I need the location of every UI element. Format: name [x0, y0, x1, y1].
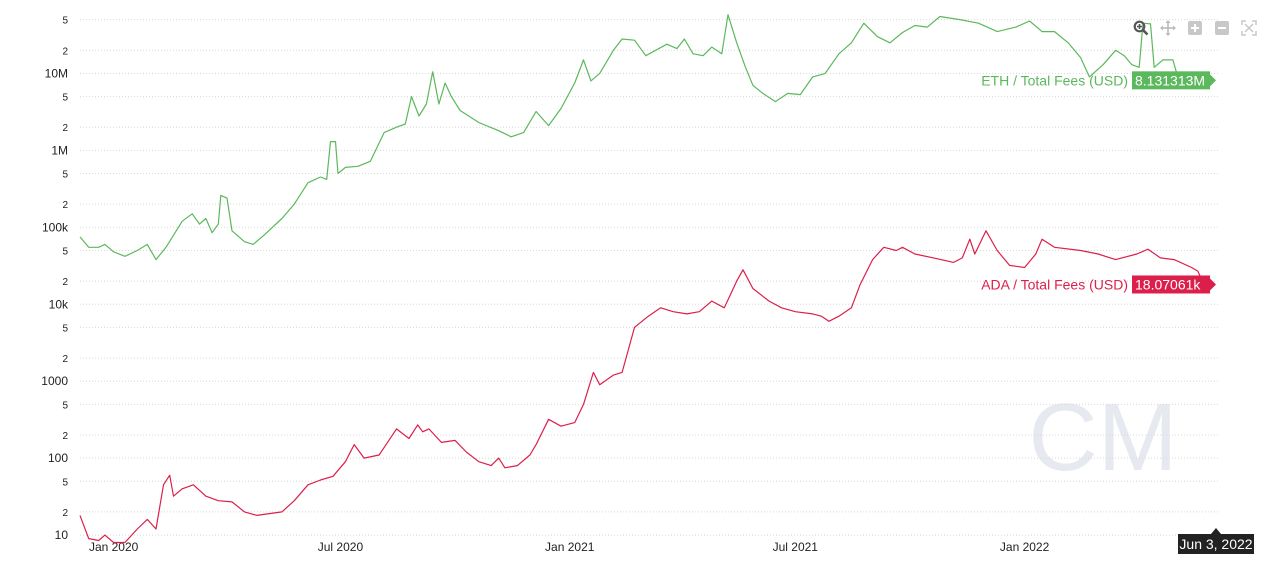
x-tick-label: Jan 2020 — [89, 540, 139, 554]
y-tick-label: 10M — [45, 66, 68, 80]
grid-lines — [80, 19, 1219, 536]
crosshair-date-badge: Jun 3, 2022 — [1178, 528, 1254, 554]
last-value-badge-pointer — [1210, 278, 1216, 291]
y-tick-label: 1M — [51, 143, 68, 157]
last-value-badge — [1132, 275, 1210, 294]
y-minor-tick-label: 2 — [62, 431, 68, 442]
series-name-label: ETH / Total Fees (USD) — [981, 72, 1128, 88]
chart-toolbar — [1132, 18, 1258, 38]
series-labels: 8.131313M ETH / Total Fees (USD) 18.07061k… — [981, 71, 1216, 294]
series-name-label: ADA / Total Fees (USD) — [981, 276, 1128, 292]
last-value-badge — [1132, 71, 1210, 90]
zoom-out-icon[interactable] — [1213, 19, 1231, 37]
y-minor-tick-label: 2 — [62, 354, 68, 365]
last-value-text: 8.131313M — [1135, 72, 1205, 88]
y-minor-tick-label: 5 — [62, 323, 68, 334]
y-minor-tick-label: 5 — [62, 170, 68, 181]
y-minor-tick-label: 2 — [62, 123, 68, 134]
pan-icon[interactable] — [1159, 19, 1177, 37]
y-minor-tick-label: 2 — [62, 508, 68, 519]
y-tick-label: 1000 — [41, 374, 68, 388]
zoom-icon[interactable] — [1132, 19, 1150, 37]
date-badge-text: Jun 3, 2022 — [1179, 536, 1252, 552]
x-tick-label: Jul 2020 — [318, 540, 364, 554]
last-value-text: 18.07061k — [1135, 276, 1201, 292]
y-minor-tick-label: 2 — [62, 200, 68, 211]
y-axis: 10 100 1000 10k 100k 1M 10M 2 5 2 5 2 5 2 5 2 5 2 5 2 5 — [41, 16, 69, 542]
y-minor-tick-label: 5 — [62, 477, 68, 488]
y-minor-tick-label: 5 — [62, 93, 68, 104]
watermark-text: CM — [1028, 384, 1177, 491]
series-lines — [79, 14, 1216, 544]
zoom-in-icon[interactable] — [1186, 19, 1204, 37]
y-minor-tick-label: 5 — [62, 16, 68, 27]
cm-watermark: CM — [1028, 384, 1177, 491]
last-value-badge-pointer — [1210, 74, 1216, 87]
date-badge-pointer — [1211, 528, 1221, 534]
y-tick-label: 10k — [49, 297, 69, 311]
series-line-ada — [79, 230, 1216, 544]
y-tick-label: 100k — [42, 220, 69, 234]
y-minor-tick-label: 2 — [62, 277, 68, 288]
y-tick-label: 10 — [55, 528, 69, 542]
x-tick-label: Jan 2022 — [1000, 540, 1050, 554]
x-tick-label: Jan 2021 — [545, 540, 595, 554]
date-badge-box — [1178, 534, 1254, 554]
y-minor-tick-label: 5 — [62, 400, 68, 411]
reset-zoom-icon[interactable] — [1240, 19, 1258, 37]
x-tick-label: Jul 2021 — [773, 540, 819, 554]
series-line-eth — [79, 14, 1216, 261]
y-minor-tick-label: 5 — [62, 246, 68, 257]
y-tick-label: 100 — [48, 451, 68, 465]
y-minor-tick-label: 2 — [62, 46, 68, 57]
x-axis: Jan 2020 Jul 2020 Jan 2021 Jul 2021 Jan 2022 — [89, 540, 1050, 554]
